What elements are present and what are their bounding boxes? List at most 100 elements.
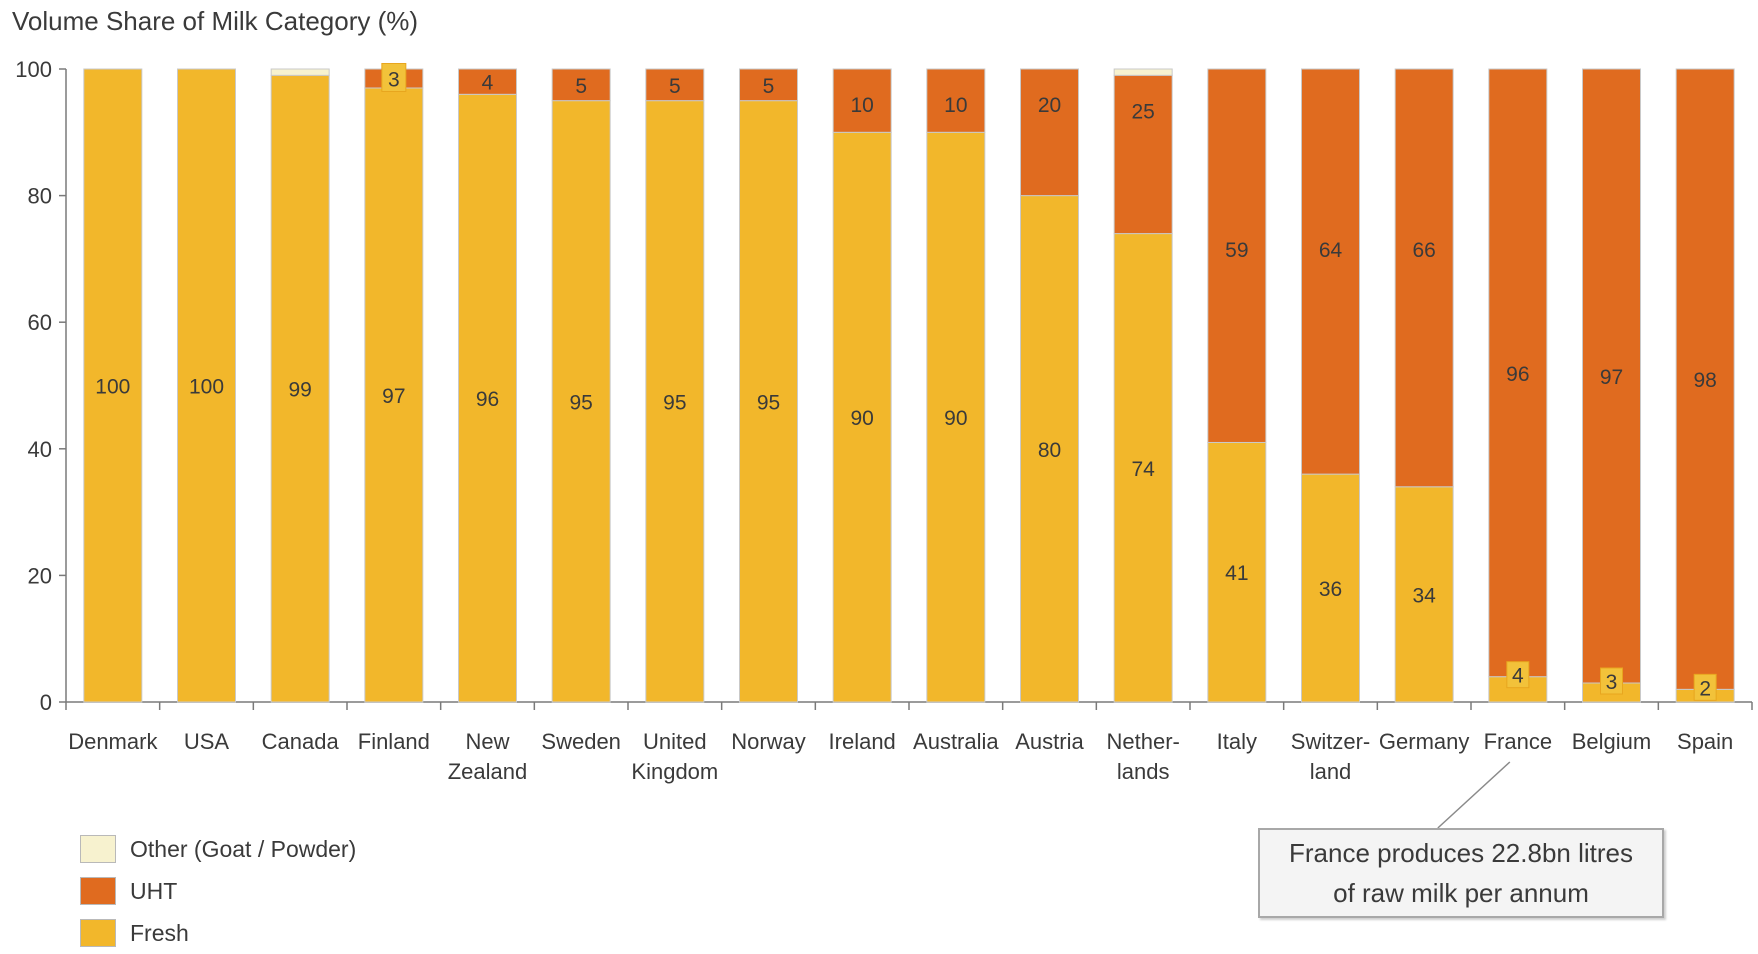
x-category-label: United Kingdom: [631, 729, 718, 784]
x-category-label-line: Finland: [358, 729, 430, 754]
x-category-label-line: New: [465, 729, 509, 754]
bar-fresh: [458, 93, 517, 703]
bar-other-goat-powder: [270, 68, 330, 76]
x-category-label: Italy: [1217, 729, 1257, 754]
y-axis-title: Volume Share of Milk Category (%): [12, 6, 419, 36]
bar-uht: [1582, 68, 1641, 684]
annotation-leader-line: [1437, 761, 1511, 829]
data-label-uht: 97: [1600, 366, 1623, 389]
legend-swatch-other: [80, 835, 116, 863]
bar-uht: [1207, 68, 1267, 443]
x-category-label: Finland: [358, 729, 430, 754]
data-label-fresh: 74: [1131, 458, 1155, 481]
bar-fresh: [1020, 195, 1079, 703]
bar-fresh: [739, 100, 798, 703]
data-label-uht: 20: [1038, 94, 1061, 117]
x-category-label-line: Austria: [1015, 729, 1084, 754]
x-category-label: Canada: [262, 729, 340, 754]
france-annotation-text: France produces 22.8bn litres of raw mil…: [1289, 838, 1633, 908]
x-category-label: Belgium: [1572, 729, 1651, 754]
bar-uht: [739, 68, 798, 102]
y-tick-label: 100: [15, 57, 52, 82]
data-label-uht: 98: [1693, 369, 1716, 392]
x-category-label-line: Sweden: [541, 729, 621, 754]
data-label-fresh: 95: [569, 391, 592, 414]
x-category-label: Australia: [913, 729, 999, 754]
x-category-label: Spain: [1677, 729, 1733, 754]
bar-fresh: [832, 131, 892, 703]
y-tick-label: 80: [28, 184, 52, 209]
x-category-label-line: France: [1484, 729, 1552, 754]
data-label-fresh: 2: [1699, 677, 1711, 700]
legend-label-fresh: Fresh: [130, 919, 189, 946]
bar-fresh: [177, 68, 236, 703]
x-category-label: Sweden: [541, 729, 621, 754]
data-label-fresh: 36: [1319, 578, 1342, 601]
data-label-fresh: 3: [1606, 671, 1618, 694]
bar-uht: [458, 68, 517, 95]
bar-fresh: [83, 68, 143, 703]
x-category-label-line: Canada: [262, 729, 340, 754]
y-tick-label: 20: [28, 563, 52, 588]
x-category-label-line: Zealand: [448, 759, 528, 784]
bar-uht: [1394, 68, 1454, 488]
legend-label-other: Other (Goat / Powder): [130, 835, 357, 862]
data-label-fresh: 80: [1038, 439, 1061, 462]
bar-fresh: [1394, 486, 1454, 703]
chart-legend: Other (Goat / Powder) UHT Fresh: [80, 828, 356, 954]
data-label-fresh: 95: [757, 391, 780, 414]
bar-uht: [926, 68, 986, 133]
data-label-badge: [1506, 661, 1530, 689]
bar-other-goat-powder: [1113, 68, 1173, 76]
france-annotation-box: France produces 22.8bn litres of raw mil…: [1258, 828, 1664, 918]
x-category-label: France: [1484, 729, 1552, 754]
data-label-uht: 5: [575, 75, 587, 98]
legend-swatch-fresh: [80, 919, 116, 947]
data-label-uht: 5: [669, 75, 681, 98]
x-category-label-line: Switzer-: [1291, 729, 1370, 754]
x-category-label: Denmark: [68, 729, 158, 754]
legend-item-other: Other (Goat / Powder): [80, 828, 356, 870]
bar-fresh: [645, 100, 705, 703]
bar-uht: [645, 68, 705, 102]
bar-fresh: [270, 74, 330, 703]
x-category-label: Switzer-land: [1291, 729, 1370, 784]
data-label-uht: 66: [1412, 239, 1435, 262]
x-category-label-line: Germany: [1379, 729, 1469, 754]
x-category-label-line: Italy: [1217, 729, 1257, 754]
bar-uht: [832, 68, 892, 133]
data-label-badge: [381, 62, 407, 92]
x-category-label: Nether-lands: [1106, 729, 1179, 784]
bar-uht: [1020, 68, 1079, 197]
bar-fresh: [1207, 441, 1267, 703]
x-category-label-line: Nether-: [1106, 729, 1179, 754]
y-tick-label: 40: [28, 437, 52, 462]
data-label-fresh: 90: [944, 407, 967, 430]
x-category-label-line: USA: [184, 729, 230, 754]
bar-uht: [1113, 74, 1173, 235]
bar-fresh: [1113, 233, 1173, 703]
data-label-fresh: 4: [1512, 665, 1524, 688]
data-label-uht: 3: [388, 68, 400, 91]
x-category-label: New Zealand: [448, 729, 528, 784]
data-label-fresh: 99: [288, 379, 311, 402]
x-category-label: Ireland: [829, 729, 896, 754]
data-label-fresh: 100: [189, 376, 224, 399]
x-category-label-line: Ireland: [829, 729, 896, 754]
x-category-label-line: Belgium: [1572, 729, 1651, 754]
data-label-fresh: 34: [1412, 584, 1436, 607]
x-category-label-line: Australia: [913, 729, 999, 754]
bar-uht: [1488, 68, 1548, 678]
data-label-uht: 96: [1506, 363, 1529, 386]
x-category-label-line: land: [1310, 759, 1352, 784]
data-label-uht: 4: [482, 72, 494, 95]
data-label-uht: 59: [1225, 239, 1248, 262]
bar-uht: [1675, 68, 1735, 690]
data-label-badge: [1600, 667, 1623, 695]
data-label-uht: 25: [1131, 100, 1154, 123]
x-category-label-line: lands: [1117, 759, 1170, 784]
data-label-fresh: 100: [95, 376, 130, 399]
x-category-label-line: Norway: [731, 729, 806, 754]
x-category-label-line: United: [643, 729, 707, 754]
